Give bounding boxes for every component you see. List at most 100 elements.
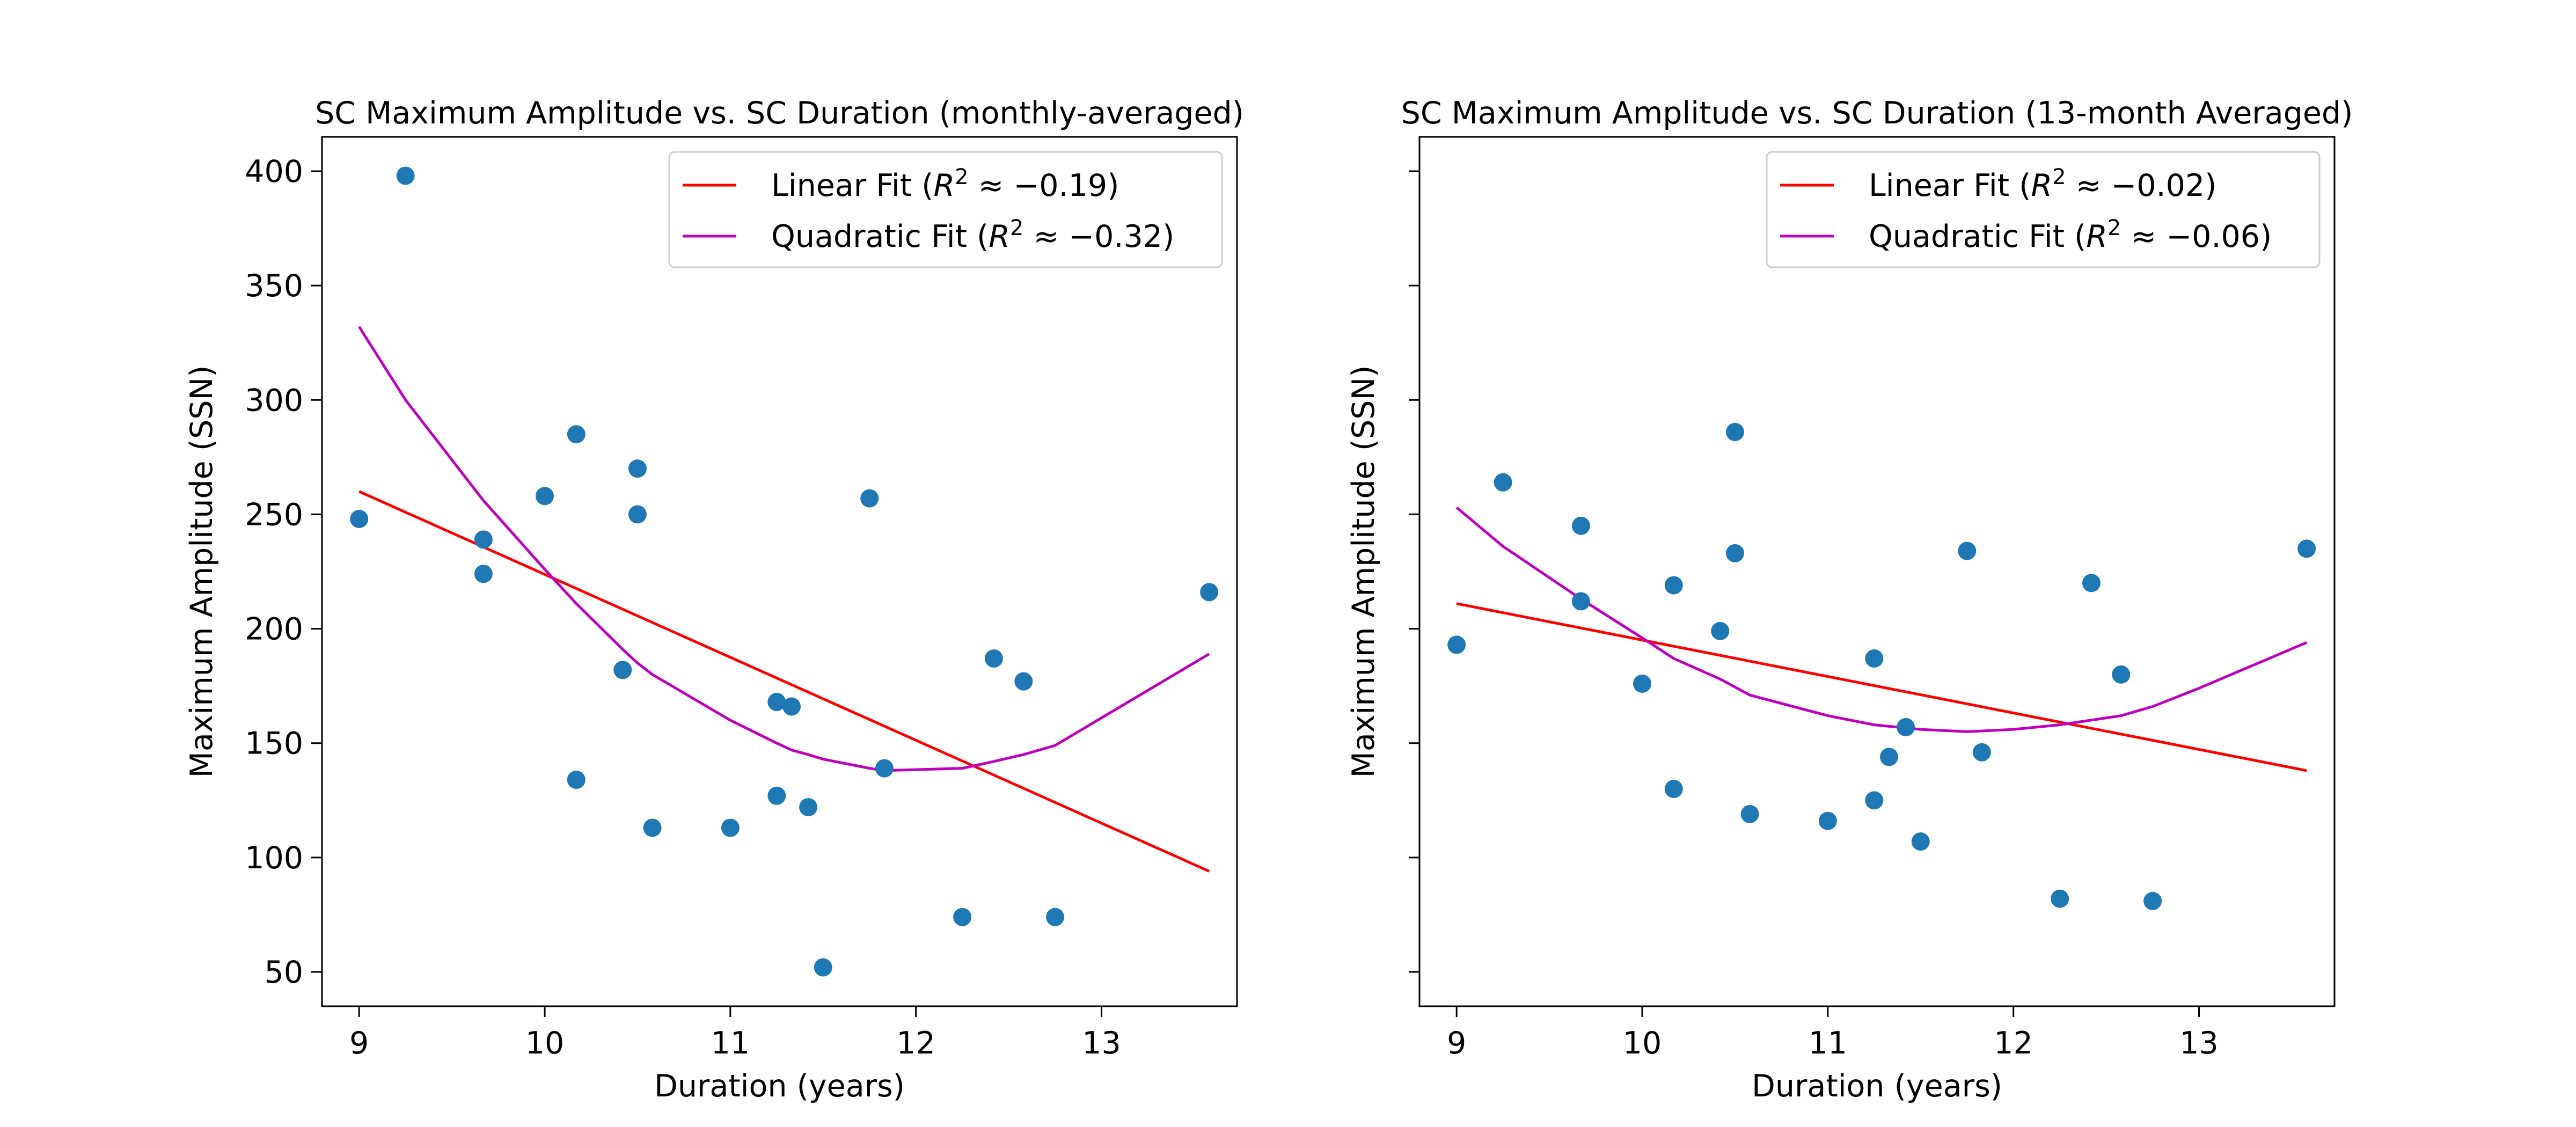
legend-superscript: 2 xyxy=(2107,216,2121,240)
legend-r-symbol: R xyxy=(933,168,955,203)
x-tick-label: 10 xyxy=(1623,1026,1662,1061)
x-tick-label: 13 xyxy=(2179,1026,2219,1061)
data-point xyxy=(628,459,647,478)
data-point xyxy=(2082,574,2101,592)
legend-suffix: ≈ −0.32) xyxy=(1023,219,1174,254)
x-tick-label: 9 xyxy=(1447,1026,1466,1061)
data-point xyxy=(1818,811,1837,830)
data-point xyxy=(1014,672,1033,691)
x-axis-label: Duration (years) xyxy=(1752,1069,2002,1104)
data-point xyxy=(2143,891,2162,910)
legend: Linear Fit (R2 ≈ −0.19) Quadratic Fit (R2… xyxy=(668,151,1223,268)
y-tick-label: 50 xyxy=(264,955,303,990)
data-point xyxy=(1725,422,1744,441)
data-point xyxy=(767,693,786,711)
linear-fit-line xyxy=(1456,602,2307,772)
chart-panel-1: SC Maximum Amplitude vs. SC Duration (mo… xyxy=(184,96,1244,1104)
linear-fit-line xyxy=(358,490,1210,873)
data-point xyxy=(721,818,740,837)
legend-label: Quadratic Fit (R2 ≈ −0.32) xyxy=(771,216,1174,254)
x-tick-label: 10 xyxy=(525,1026,565,1061)
data-point xyxy=(875,759,894,778)
y-tick-label: 400 xyxy=(245,154,303,189)
legend-prefix: Linear Fit ( xyxy=(1869,168,2031,203)
y-axis-label: Maximum Amplitude (SSN) xyxy=(184,365,219,778)
y-tick-label: 150 xyxy=(245,726,303,762)
data-point xyxy=(799,798,818,817)
data-point xyxy=(1447,635,1466,654)
data-point xyxy=(474,565,493,583)
chart-title: SC Maximum Amplitude vs. SC Duration (13… xyxy=(1401,96,2353,131)
data-point xyxy=(984,649,1003,668)
data-point xyxy=(1725,544,1744,562)
y-tick-label: 250 xyxy=(245,497,303,532)
data-point xyxy=(1879,748,1898,766)
data-point xyxy=(1911,832,1930,851)
x-tick-label: 12 xyxy=(896,1026,935,1061)
legend-label: Linear Fit (R2 ≈ −0.19) xyxy=(771,165,1119,203)
x-tick-label: 11 xyxy=(711,1026,750,1061)
data-point xyxy=(1633,674,1652,693)
y-tick-label: 100 xyxy=(245,840,303,876)
legend-label: Linear Fit (R2 ≈ −0.02) xyxy=(1869,165,2216,203)
quadratic-fit-line xyxy=(358,326,1210,772)
data-point xyxy=(1200,583,1219,602)
data-point xyxy=(2051,889,2069,908)
data-point xyxy=(1972,743,1991,762)
legend-suffix: ≈ −0.02) xyxy=(2066,168,2217,203)
data-point xyxy=(536,487,554,506)
legend: Linear Fit (R2 ≈ −0.02)Quadratic Fit (R2… xyxy=(1766,151,2321,268)
plot-area xyxy=(350,166,1219,977)
legend-r-symbol: R xyxy=(2031,168,2052,203)
data-point xyxy=(1494,473,1512,492)
legend-r-symbol: R xyxy=(2086,219,2107,254)
chart-panel-2: SC Maximum Amplitude vs. SC Duration (13… xyxy=(1346,96,2353,1104)
data-point xyxy=(1897,718,1915,736)
data-point xyxy=(1740,804,1759,823)
data-point xyxy=(474,530,493,549)
data-point xyxy=(1865,649,1884,668)
data-point xyxy=(396,166,415,185)
y-axis-label: Maximum Amplitude (SSN) xyxy=(1346,365,1381,778)
quadratic-fit-line xyxy=(1455,506,2308,733)
data-point xyxy=(1664,576,1683,595)
data-point xyxy=(814,958,832,977)
axes-frame xyxy=(321,136,1238,1007)
data-point xyxy=(782,697,801,716)
legend-superscript: 2 xyxy=(2052,165,2066,189)
data-point xyxy=(628,505,647,524)
x-tick-label: 9 xyxy=(349,1026,369,1061)
legend-box xyxy=(1766,151,2321,268)
data-point xyxy=(1571,516,1590,535)
y-tick-label: 300 xyxy=(245,383,303,418)
data-point xyxy=(1865,791,1884,810)
data-point xyxy=(953,908,972,926)
data-point xyxy=(1046,908,1065,926)
data-point xyxy=(350,509,369,528)
legend-prefix: Linear Fit ( xyxy=(771,168,933,203)
data-point xyxy=(643,818,662,837)
data-point xyxy=(767,786,786,805)
axes-frame xyxy=(1418,136,2336,1007)
legend-r-symbol: R xyxy=(989,219,1010,254)
y-tick-label: 200 xyxy=(245,612,303,647)
data-point xyxy=(860,489,879,508)
data-point xyxy=(2297,539,2316,558)
data-point xyxy=(2112,665,2131,684)
x-tick-label: 12 xyxy=(1994,1026,2033,1061)
data-point xyxy=(1958,541,1977,560)
x-tick-label: 11 xyxy=(1809,1026,1848,1061)
legend-superscript: 2 xyxy=(1010,216,1023,240)
legend-box xyxy=(668,151,1223,268)
legend-label: Quadratic Fit (R2 ≈ −0.06) xyxy=(1869,216,2272,254)
y-tick-label: 350 xyxy=(245,268,303,304)
data-point xyxy=(1664,780,1683,798)
plot-area xyxy=(1447,422,2316,910)
data-point xyxy=(567,770,586,789)
legend-prefix: Quadratic Fit ( xyxy=(1869,219,2086,254)
x-axis-label: Duration (years) xyxy=(654,1069,905,1104)
data-point xyxy=(567,425,586,444)
legend-suffix: ≈ −0.06) xyxy=(2121,219,2272,254)
x-tick-label: 13 xyxy=(1082,1026,1121,1061)
